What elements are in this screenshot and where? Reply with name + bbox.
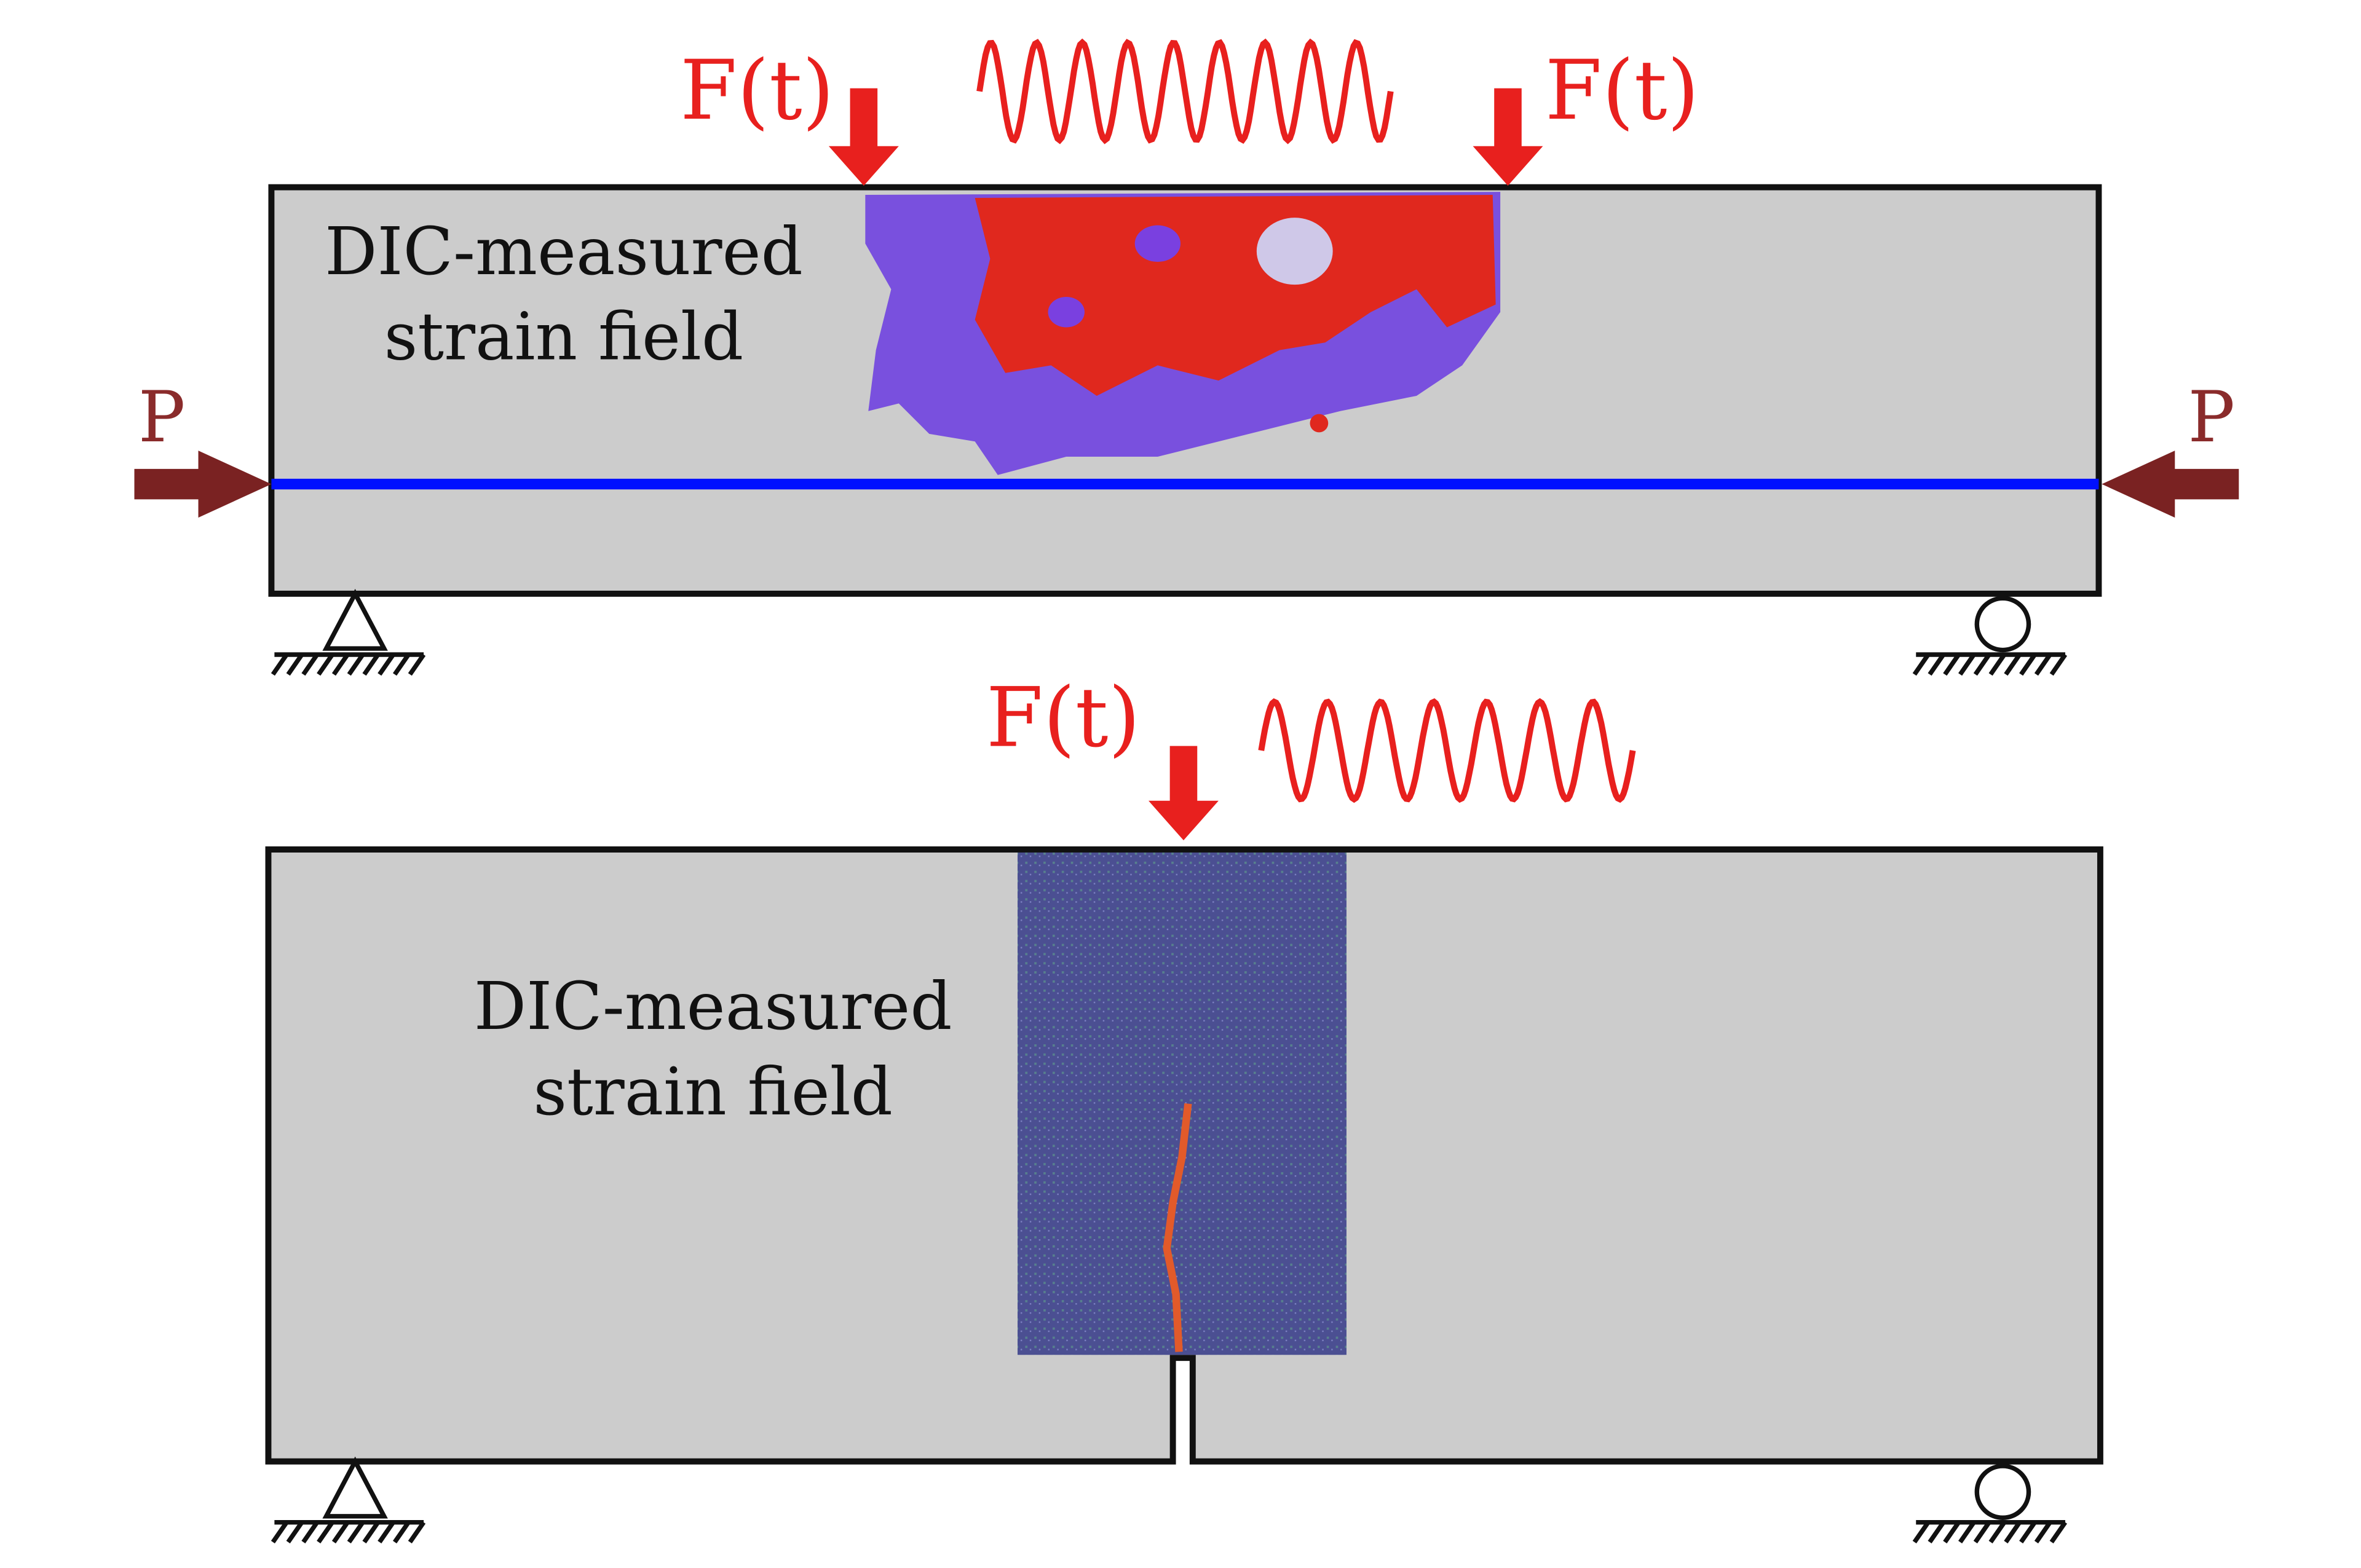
support-part (317, 653, 334, 676)
support-part (1928, 653, 1945, 676)
support-part (1912, 1521, 1931, 1544)
support-part (1958, 1521, 1976, 1544)
support-part (1958, 653, 1976, 676)
support-part (347, 653, 365, 676)
support-part (1943, 653, 1961, 676)
sine-wave (976, 38, 1394, 144)
support-part (392, 1521, 411, 1544)
support-part (362, 653, 380, 676)
load-label: F(t) (680, 42, 834, 138)
axial-label: P (2188, 376, 2235, 458)
support-part (1912, 653, 1931, 676)
support-part (1974, 596, 2031, 653)
sine-wave (1258, 698, 1636, 803)
support-part (1988, 1521, 2006, 1544)
support-part (2004, 1521, 2022, 1544)
support-part (378, 653, 395, 676)
support-part (2049, 1521, 2068, 1544)
support-part (392, 653, 411, 676)
load-label: F(t) (986, 670, 1141, 766)
support-part (408, 653, 426, 676)
caption: DIC-measured (474, 969, 952, 1045)
support-part (331, 1521, 350, 1544)
support-part (347, 1521, 365, 1544)
support-part (1974, 1464, 2031, 1520)
support-part (2034, 653, 2052, 676)
support-part (301, 1521, 319, 1544)
support-part (2004, 653, 2022, 676)
load-arrow (828, 88, 899, 186)
support-part (322, 588, 388, 651)
support-part (2034, 1521, 2052, 1544)
support-part (1973, 653, 1991, 676)
support-part (331, 653, 350, 676)
strain-field (865, 192, 1501, 475)
support-part (2019, 653, 2037, 676)
strain-field (1017, 852, 1347, 1355)
load-arrow (1148, 746, 1219, 841)
support-part (2019, 1521, 2037, 1544)
support-part (271, 653, 289, 676)
support-part (286, 1521, 304, 1544)
crack (1163, 1103, 1192, 1352)
caption: strain field (533, 1054, 893, 1130)
support-part (378, 1521, 395, 1544)
support-part (286, 653, 304, 676)
support-part (362, 1521, 380, 1544)
support-part (301, 653, 319, 676)
caption: strain field (384, 299, 744, 376)
support-part (1988, 653, 2006, 676)
support-part (317, 1521, 334, 1544)
support-part (271, 1521, 289, 1544)
support-part (408, 1521, 426, 1544)
caption: DIC-measured (325, 214, 803, 290)
supports (271, 588, 2068, 1544)
axial-arrow (134, 451, 272, 518)
axial-arrow (2102, 451, 2239, 518)
axial-label: P (138, 376, 186, 458)
support-part (1943, 1521, 1961, 1544)
support-part (1973, 1521, 1991, 1544)
support-part (2049, 653, 2068, 676)
load-arrow (1473, 88, 1543, 186)
load-label: F(t) (1545, 42, 1699, 138)
support-part (1928, 1521, 1945, 1544)
support-part (322, 1456, 388, 1519)
